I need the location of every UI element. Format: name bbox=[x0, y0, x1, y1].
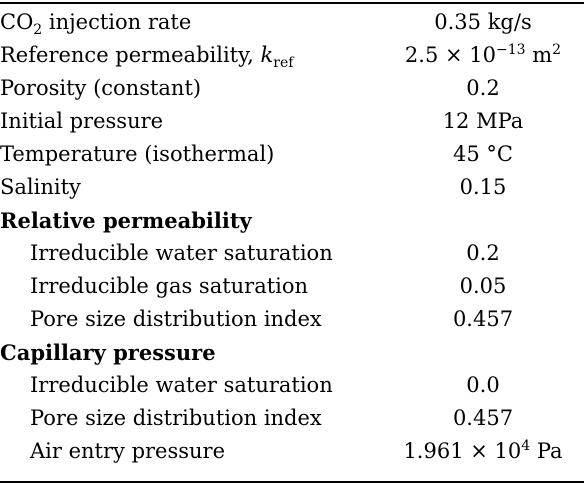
parameter-table: CO2 injection rate 0.35 kg/s Reference p… bbox=[0, 6, 584, 468]
table-row: Irreducible water saturation 0.0 bbox=[0, 369, 584, 402]
row-value: 0.35 kg/s bbox=[434, 10, 532, 34]
table-row: Temperature (isothermal) 45 °C bbox=[0, 138, 584, 171]
row-label: CO2 injection rate bbox=[0, 10, 192, 39]
section-header-relative-permeability: Relative permeability bbox=[0, 204, 584, 237]
table-row: Initial pressure 12 MPa bbox=[0, 105, 584, 138]
row-value: 0.2 bbox=[466, 76, 500, 100]
table-row: Reference permeability, kref 2.5 × 10−13… bbox=[0, 39, 584, 72]
row-value: 0.2 bbox=[466, 241, 500, 265]
table-row: Porosity (constant) 0.2 bbox=[0, 72, 584, 105]
row-value: 0.05 bbox=[459, 274, 507, 298]
row-value: 0.457 bbox=[452, 307, 514, 331]
table-row: CO2 injection rate 0.35 kg/s bbox=[0, 6, 584, 39]
row-label: Temperature (isothermal) bbox=[0, 142, 275, 166]
row-label: Initial pressure bbox=[0, 109, 164, 133]
row-label: Salinity bbox=[0, 175, 81, 199]
row-label: Porosity (constant) bbox=[0, 76, 202, 100]
table-row: Air entry pressure 1.961 × 104 Pa bbox=[0, 435, 584, 468]
table-row: Irreducible gas saturation 0.05 bbox=[0, 270, 584, 303]
row-label: Reference permeability, kref bbox=[0, 43, 294, 72]
row-label: Air entry pressure bbox=[30, 439, 226, 463]
table-row: Pore size distribution index 0.457 bbox=[0, 402, 584, 435]
row-value: 12 MPa bbox=[442, 109, 524, 133]
table-row: Salinity 0.15 bbox=[0, 171, 584, 204]
row-label: Irreducible water saturation bbox=[30, 373, 333, 397]
section-header-capillary-pressure: Capillary pressure bbox=[0, 336, 584, 369]
top-rule bbox=[0, 2, 584, 4]
row-value: 0.0 bbox=[466, 373, 500, 397]
section-label: Relative permeability bbox=[0, 208, 252, 233]
bottom-rule bbox=[0, 481, 584, 483]
row-label: Irreducible gas saturation bbox=[30, 274, 309, 298]
row-value: 0.15 bbox=[459, 175, 507, 199]
table-row: Irreducible water saturation 0.2 bbox=[0, 237, 584, 270]
row-label: Pore size distribution index bbox=[30, 307, 322, 331]
row-value: 2.5 × 10−13 m2 bbox=[404, 42, 562, 67]
row-label: Irreducible water saturation bbox=[30, 241, 333, 265]
row-value: 0.457 bbox=[452, 406, 514, 430]
table-row: Pore size distribution index 0.457 bbox=[0, 303, 584, 336]
section-label: Capillary pressure bbox=[0, 340, 216, 365]
row-value: 1.961 × 104 Pa bbox=[403, 438, 563, 463]
row-value: 45 °C bbox=[453, 142, 513, 166]
row-label: Pore size distribution index bbox=[30, 406, 322, 430]
